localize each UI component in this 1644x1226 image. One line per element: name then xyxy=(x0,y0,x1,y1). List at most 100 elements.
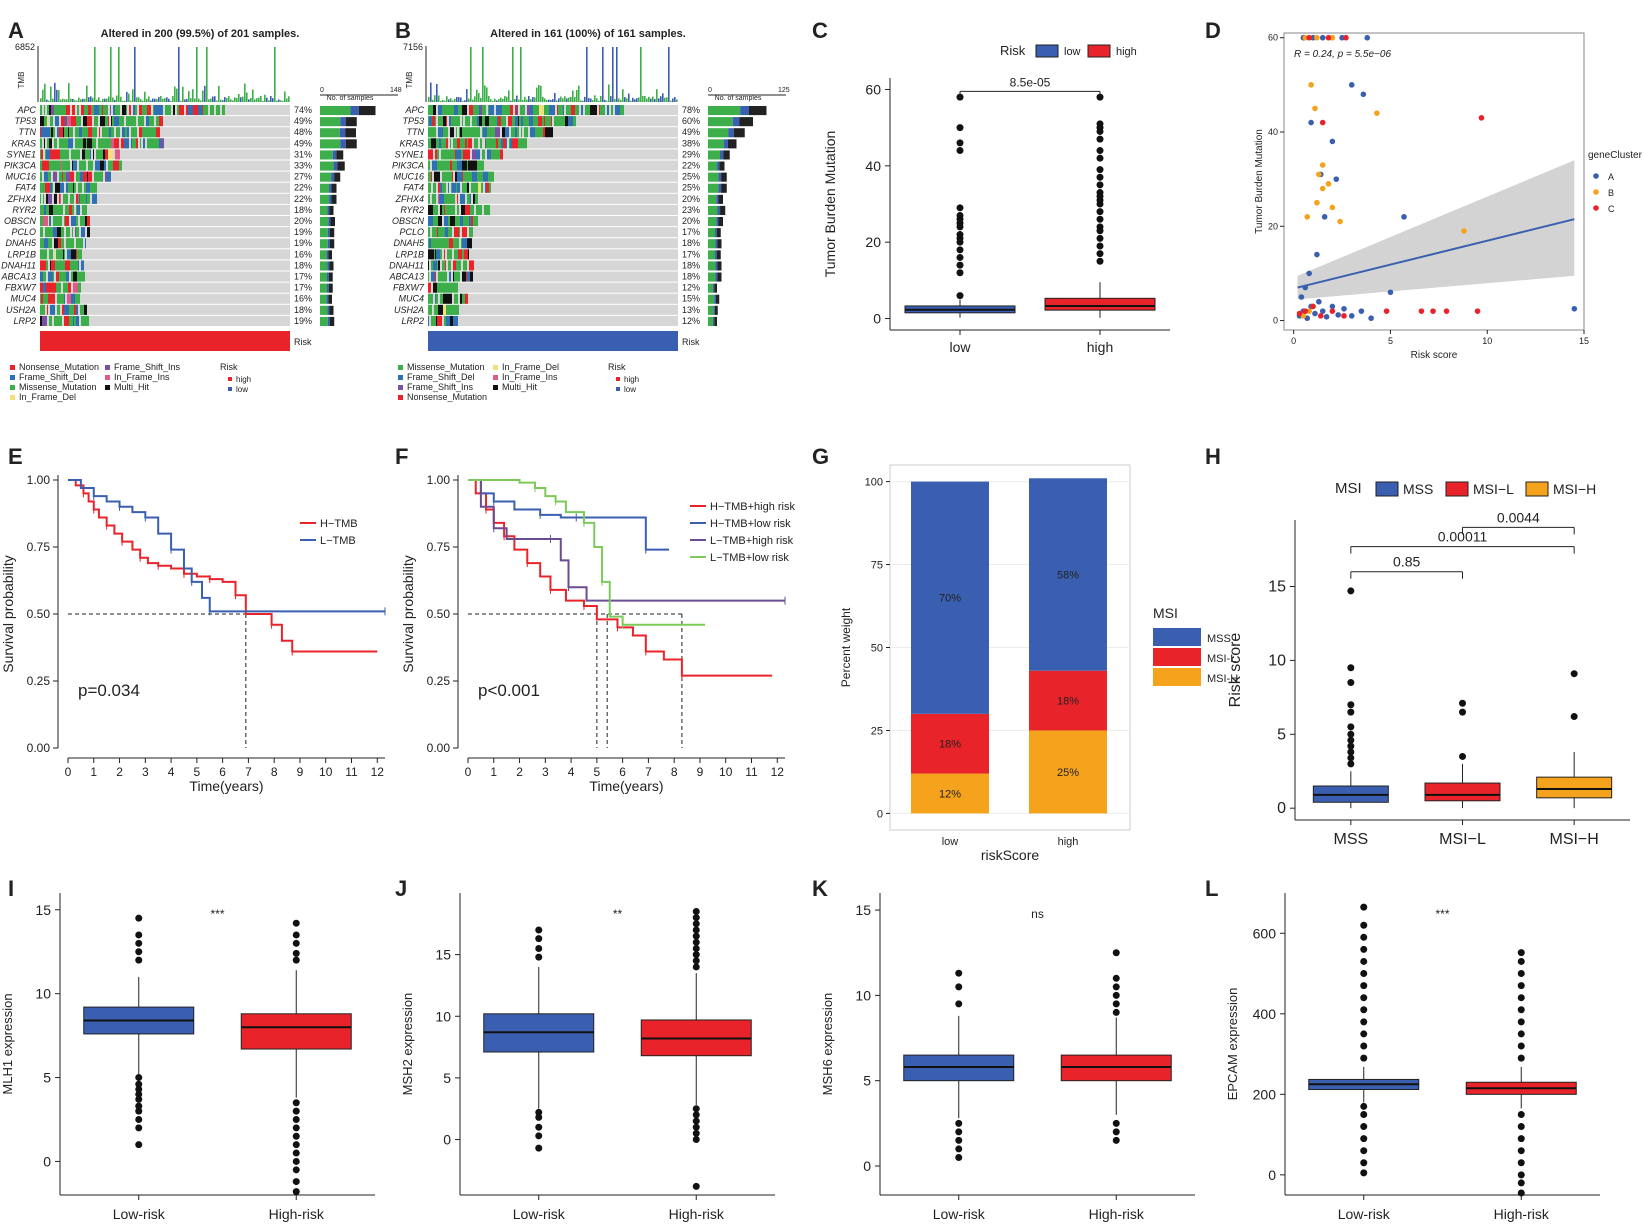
tmb-bar xyxy=(438,95,440,102)
samples-bar xyxy=(328,294,332,304)
outlier-point xyxy=(1112,1128,1120,1136)
mutation-cell xyxy=(469,227,473,238)
mutation-cell xyxy=(435,271,436,282)
outlier-point xyxy=(1459,699,1466,707)
tmb-bar xyxy=(286,98,288,102)
mutation-cell xyxy=(454,105,458,116)
mutation-cell xyxy=(477,105,479,116)
tmb-bar xyxy=(486,87,488,102)
samples-bar xyxy=(719,161,725,171)
samples-bar xyxy=(708,183,719,193)
tmb-bar xyxy=(82,98,84,102)
outlier-point xyxy=(1347,748,1355,756)
mutation-cell xyxy=(500,149,503,160)
mutation-cell xyxy=(119,116,123,127)
samples-bar xyxy=(715,261,718,271)
gene-label: OBSCN xyxy=(4,216,37,226)
y-tick-label: 10 xyxy=(1268,652,1286,669)
x-tick-label: high xyxy=(1058,836,1079,848)
tmb-bar xyxy=(468,98,470,102)
legend-swatch xyxy=(105,375,110,380)
mutation-cell xyxy=(46,260,48,271)
tmb-bar xyxy=(238,94,240,102)
mutation-cell xyxy=(77,249,82,260)
gene-label: DNAH11 xyxy=(389,260,424,270)
samples-bar xyxy=(714,294,716,304)
mutation-cell xyxy=(432,193,436,204)
mutation-cell xyxy=(468,160,473,171)
tmb-bar xyxy=(656,89,658,102)
tmb-bar xyxy=(234,97,236,102)
tmb-bar xyxy=(606,100,608,102)
mutation-cell xyxy=(437,171,440,182)
mutation-cell xyxy=(80,216,82,227)
scatter-point-B xyxy=(1325,181,1332,187)
scatter-point-C xyxy=(1383,308,1390,314)
gene-percent: 16% xyxy=(294,249,312,259)
outlier-point xyxy=(1570,670,1578,678)
mutation-cell xyxy=(56,282,61,293)
mutation-cell xyxy=(135,105,136,116)
tmb-bar xyxy=(224,97,226,102)
mutation-cell xyxy=(471,216,473,227)
mutation-cell xyxy=(615,105,620,116)
mutation-cell xyxy=(76,315,79,326)
tmb-bar xyxy=(516,95,518,102)
mutation-cell xyxy=(94,116,98,127)
mutation-cell xyxy=(472,149,476,160)
tmb-bar xyxy=(222,100,224,102)
mutation-cell xyxy=(54,138,57,149)
mutation-cell xyxy=(86,182,90,193)
mutation-cell xyxy=(47,160,49,171)
legend-dot xyxy=(1593,205,1599,211)
samples-bar xyxy=(717,205,721,215)
mutation-cell xyxy=(90,160,93,171)
samples-axis-label: No. of samples xyxy=(327,95,374,102)
gene-label: PIK3CA xyxy=(392,161,424,171)
mutation-cell xyxy=(49,315,52,326)
mutation-cell xyxy=(65,160,68,171)
mutation-cell xyxy=(508,116,512,127)
mutation-cell xyxy=(73,282,78,293)
outlier-point xyxy=(1360,1169,1368,1177)
mutation-cell xyxy=(432,227,437,238)
tmb-bar xyxy=(542,96,544,102)
mutation-cell xyxy=(152,127,156,138)
mutation-cell xyxy=(457,171,462,182)
samples-bar xyxy=(708,172,719,182)
tmb-bar xyxy=(462,100,464,102)
mutation-cell xyxy=(442,271,447,282)
outlier-point xyxy=(1096,135,1104,143)
mutation-cell xyxy=(463,216,467,227)
mutation-cell xyxy=(433,249,434,260)
tmb-bar xyxy=(242,96,244,102)
risk-annotation-label: Risk xyxy=(294,337,312,347)
tmb-bar xyxy=(88,97,90,102)
tmb-bar xyxy=(668,47,670,102)
gene-row-bg xyxy=(40,238,290,249)
mutation-cell xyxy=(40,216,43,227)
samples-axis-label: No. of samples xyxy=(715,95,762,102)
gene-row-bg xyxy=(40,282,290,293)
mutation-cell xyxy=(72,227,73,238)
samples-bar xyxy=(328,217,331,227)
mutation-cell xyxy=(452,182,456,193)
outlier-point xyxy=(955,1153,963,1161)
mutation-cell xyxy=(128,116,129,127)
gene-label: PCLO xyxy=(11,227,36,237)
y-tick-label: 0.00 xyxy=(427,741,451,755)
gene-label: FBXW7 xyxy=(5,283,37,293)
mutation-cell xyxy=(113,105,115,116)
outlier-point xyxy=(956,139,964,147)
tmb-bar xyxy=(508,90,510,102)
mutation-cell xyxy=(451,116,453,127)
outlier-point xyxy=(1112,983,1120,991)
mutation-cell xyxy=(48,204,49,215)
outlier-point xyxy=(1570,713,1578,721)
mutation-cell xyxy=(428,149,429,160)
mutation-cell xyxy=(85,105,88,116)
x-tick-label: 7 xyxy=(245,765,252,779)
mutation-cell xyxy=(202,105,203,116)
mutation-cell xyxy=(433,216,438,227)
mutation-cell xyxy=(437,282,442,293)
